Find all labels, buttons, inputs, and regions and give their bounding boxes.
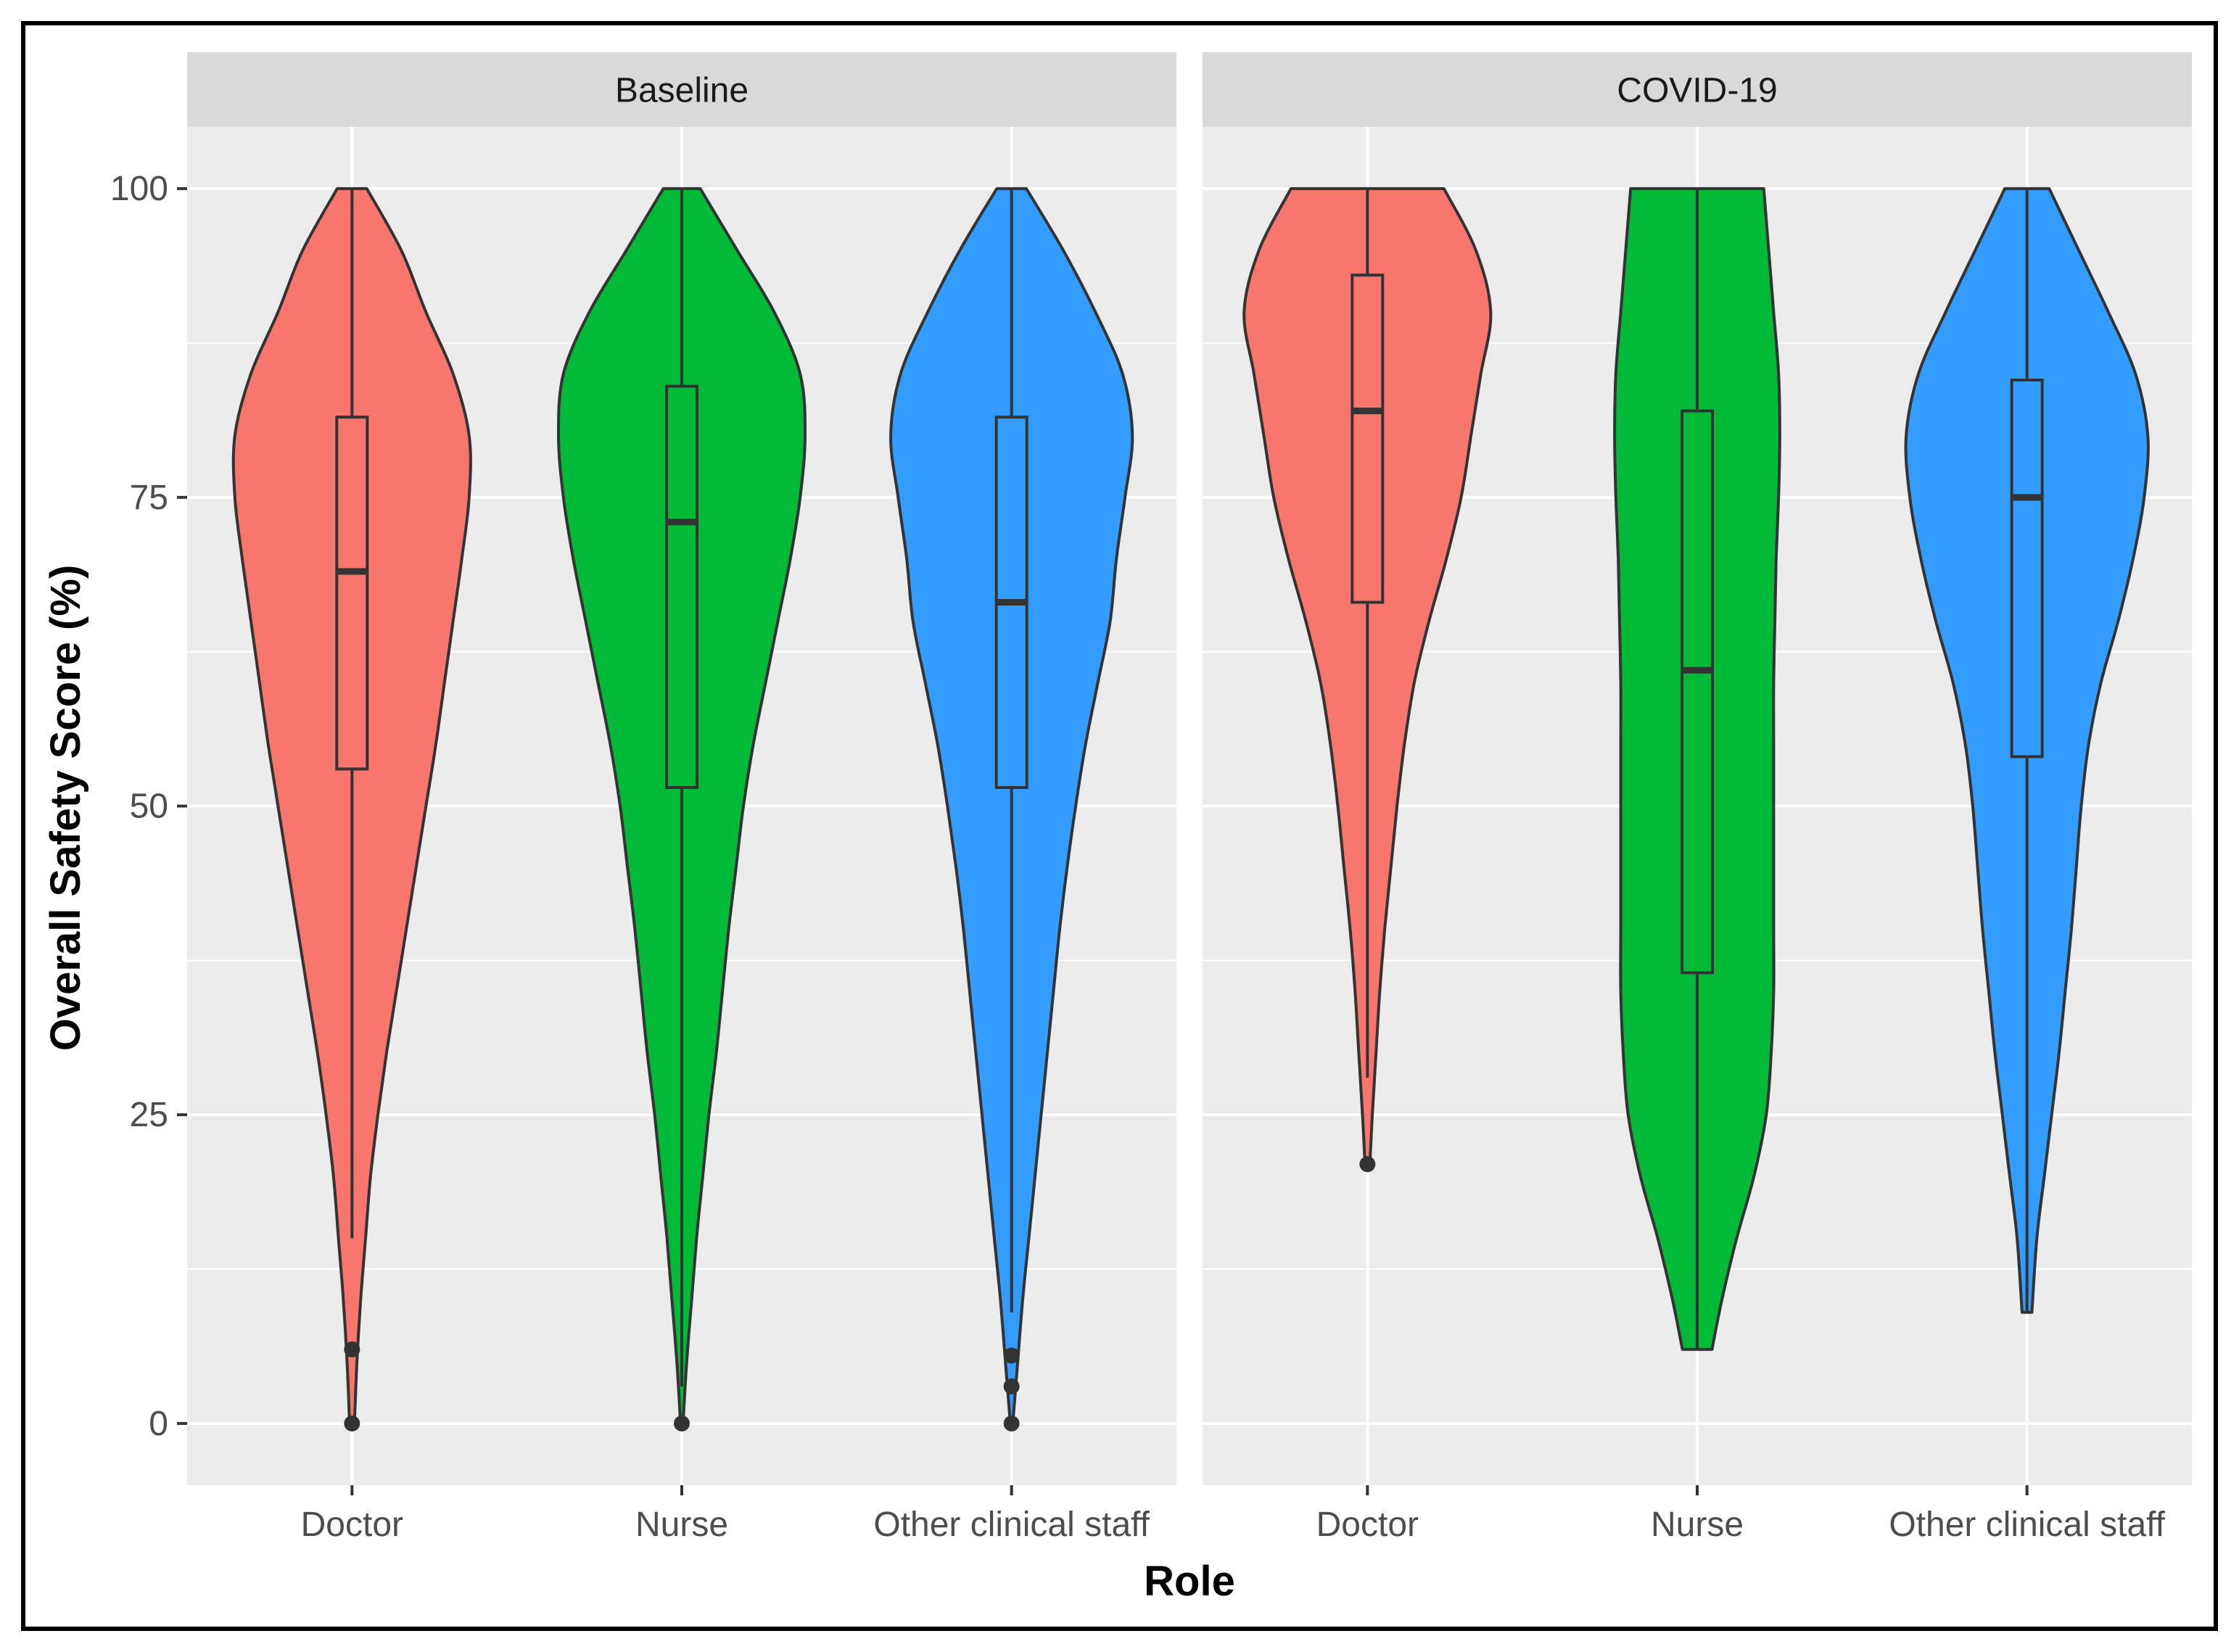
- y-tick-label: 100: [110, 170, 168, 208]
- outlier-point-doctor: [344, 1415, 360, 1432]
- outlier-point-doctor: [1359, 1156, 1376, 1173]
- y-tick-label: 50: [130, 788, 168, 826]
- x-tick-label-nurse: Nurse: [1651, 1506, 1744, 1544]
- facet-strip-label: COVID-19: [1617, 72, 1777, 110]
- outlier-point-other-clinical-staff: [1003, 1347, 1020, 1364]
- facet-panel-covid-19: COVID-19 Doctor Nurse Other clinical staff: [1203, 52, 2192, 1544]
- violin-group-doctor: [1242, 187, 1493, 1173]
- violin-group-other-clinical-staff: [1904, 187, 2150, 1314]
- y-tick-label: 25: [130, 1096, 168, 1134]
- x-tick-label-other-clinical-staff: Other clinical staff: [873, 1506, 1150, 1544]
- facet-strip: [187, 52, 1176, 127]
- box-nurse: [1681, 409, 1714, 975]
- outlier-point-other-clinical-staff: [1003, 1415, 1020, 1432]
- x-tick-label-nurse: Nurse: [635, 1506, 728, 1544]
- y-axis-title: Overall Safety Score (%): [42, 565, 89, 1052]
- box-nurse: [665, 384, 698, 789]
- box-other-clinical-staff: [2010, 379, 2044, 759]
- box-doctor: [1351, 273, 1385, 604]
- facet-strip-label: Baseline: [615, 72, 749, 110]
- x-tick-label-other-clinical-staff: Other clinical staff: [1889, 1506, 2165, 1544]
- violin-group-other-clinical-staff: [889, 187, 1134, 1432]
- violin-group-nurse: [1613, 187, 1781, 1351]
- facet-strip: [1203, 52, 2192, 127]
- y-tick-label: 75: [130, 479, 168, 517]
- x-tick-label-doctor: Doctor: [301, 1506, 403, 1544]
- outlier-point-other-clinical-staff: [1003, 1378, 1020, 1395]
- x-axis-title: Role: [1144, 1558, 1235, 1605]
- outlier-point-nurse: [674, 1415, 690, 1432]
- x-tick-label-doctor: Doctor: [1316, 1506, 1419, 1544]
- violin-group-doctor: [231, 187, 472, 1432]
- figure-border: [21, 21, 2218, 1631]
- y-tick-label: 0: [149, 1405, 168, 1443]
- violin-group-nurse: [556, 187, 807, 1432]
- outlier-point-doctor: [344, 1341, 360, 1358]
- box-doctor: [335, 416, 369, 771]
- facet-panel-baseline: Baseline Doctor Nurse Other clinical staff: [187, 52, 1176, 1544]
